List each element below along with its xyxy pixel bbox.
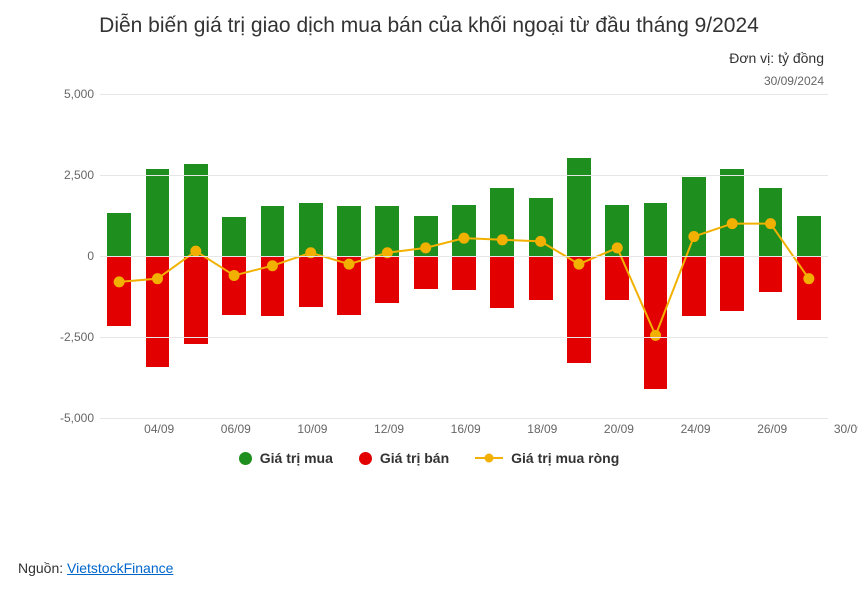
net-marker [229, 271, 239, 281]
legend: Giá trị mua Giá trị bán Giá trị mua ròng [0, 450, 858, 466]
asof-date: 30/09/2024 [0, 66, 858, 88]
net-marker [766, 219, 776, 229]
y-tick-label: -2,500 [50, 330, 94, 344]
source: Nguồn: VietstockFinance [18, 560, 173, 576]
legend-sell-label: Giá trị bán [380, 450, 449, 466]
legend-sell-swatch [359, 452, 372, 465]
net-marker [344, 259, 354, 269]
net-marker [152, 274, 162, 284]
net-marker [267, 261, 277, 271]
source-link[interactable]: VietstockFinance [67, 560, 173, 576]
x-tick-label: 18/09 [527, 422, 557, 436]
net-marker [689, 232, 699, 242]
legend-buy-label: Giá trị mua [260, 450, 333, 466]
y-tick-label: 0 [50, 249, 94, 263]
x-tick-label: 12/09 [374, 422, 404, 436]
y-tick-label: 5,000 [50, 87, 94, 101]
x-tick-label: 26/09 [757, 422, 787, 436]
x-tick-label: 16/09 [451, 422, 481, 436]
net-marker [651, 331, 661, 341]
net-marker [114, 277, 124, 287]
legend-net-label: Giá trị mua ròng [511, 450, 619, 466]
x-axis: 04/09 06/09 10/09 12/09 16/09 18/09 20/09 24/09… [100, 418, 828, 444]
legend-net-swatch [475, 457, 503, 459]
net-marker [459, 234, 469, 244]
plot-area: -5,000-2,50002,5005,000 [100, 94, 828, 418]
x-tick-label: 10/09 [297, 422, 327, 436]
net-marker [574, 259, 584, 269]
grid-line [100, 175, 828, 176]
chart-title: Diễn biến giá trị giao dịch mua bán của … [0, 0, 858, 44]
y-tick-label: 2,500 [50, 168, 94, 182]
legend-buy: Giá trị mua [239, 450, 333, 466]
grid-line [100, 94, 828, 95]
legend-buy-swatch [239, 452, 252, 465]
unit-label: Đơn vị: tỷ đồng [0, 44, 858, 66]
legend-sell: Giá trị bán [359, 450, 449, 466]
legend-net: Giá trị mua ròng [475, 450, 619, 466]
grid-line [100, 337, 828, 338]
x-tick-label: 20/09 [604, 422, 634, 436]
net-marker [191, 246, 201, 256]
x-tick-label: 30/09 [834, 422, 858, 436]
net-marker [727, 219, 737, 229]
y-tick-label: -5,000 [50, 411, 94, 425]
x-tick-label: 24/09 [681, 422, 711, 436]
grid-line [100, 256, 828, 257]
net-marker [612, 243, 622, 253]
x-tick-label: 06/09 [221, 422, 251, 436]
source-prefix: Nguồn: [18, 560, 67, 576]
net-marker [804, 274, 814, 284]
net-marker [536, 237, 546, 247]
net-marker [421, 243, 431, 253]
plot-wrap: -5,000-2,50002,5005,000 04/09 06/09 10/09 1… [60, 94, 828, 444]
net-marker [497, 235, 507, 245]
x-tick-label: 04/09 [144, 422, 174, 436]
